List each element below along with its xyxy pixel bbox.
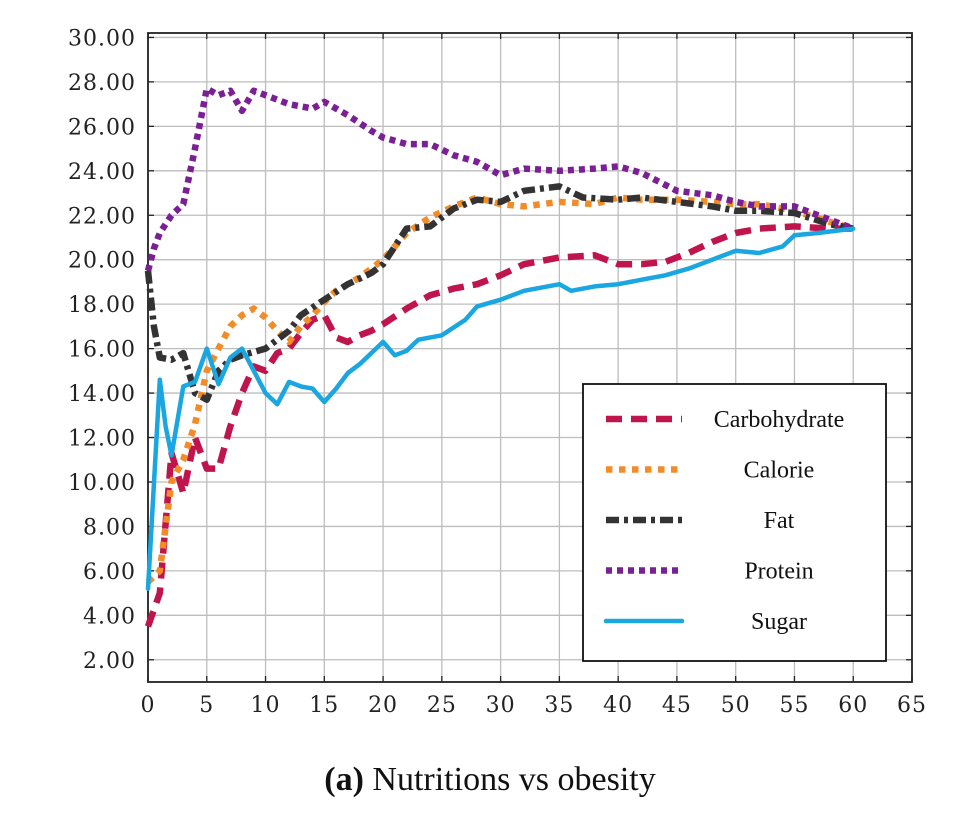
x-tick-label: 55 <box>779 693 809 718</box>
chart-caption: (a) Nutritions vs obesity <box>324 761 656 798</box>
series-group <box>144 85 856 628</box>
x-tick-label: 50 <box>721 693 751 718</box>
x-tick-label: 10 <box>251 693 281 718</box>
y-tick-label: 28.00 <box>68 71 136 96</box>
x-tick-label: 5 <box>199 693 214 718</box>
plot-frame <box>147 32 913 683</box>
axes: 0 5 10 15 20 25 30 35 40 45 50 55 60 65 2.00 4.00 6.00 8.… <box>68 26 927 718</box>
x-tick-label: 60 <box>838 693 868 718</box>
legend-label-fat: Fat <box>764 508 795 534</box>
x-tick-label: 25 <box>427 693 457 718</box>
y-tick-label: 20.00 <box>68 249 136 274</box>
y-tick-label: 10.00 <box>68 471 136 496</box>
series-line-protein <box>144 85 855 272</box>
x-tick-label: 40 <box>603 693 633 718</box>
y-tick-label: 26.00 <box>68 115 136 140</box>
y-tick-label: 22.00 <box>68 204 136 229</box>
y-tick-label: 30.00 <box>68 26 136 51</box>
y-tick-label: 12.00 <box>68 427 136 452</box>
x-tick-label: 35 <box>544 693 574 718</box>
x-tick-label: 15 <box>309 693 339 718</box>
y-tick-label: 4.00 <box>83 604 136 629</box>
series-line-sugar <box>145 226 856 591</box>
x-tick-label: 0 <box>141 693 156 718</box>
legend-label-carbohydrate: Carbohydrate <box>714 407 845 433</box>
legend-label-calorie: Calorie <box>744 458 815 484</box>
series-line-carbohydrate <box>144 223 854 628</box>
x-tick-label: 45 <box>662 693 692 718</box>
y-tick-label: 2.00 <box>83 649 136 674</box>
y-tick-label: 18.00 <box>68 293 136 318</box>
y-tick-label: 6.00 <box>83 560 136 585</box>
caption-label: (a) <box>324 761 364 798</box>
legend: Carbohydrate Calorie Fat Protein Sugar <box>582 383 887 662</box>
x-tick-label: 30 <box>486 693 516 718</box>
x-tick-label: 20 <box>368 693 398 718</box>
legend-label-protein: Protein <box>744 559 813 585</box>
y-tick-label: 16.00 <box>68 338 136 363</box>
y-tick-label: 14.00 <box>68 382 136 407</box>
y-tick-label: 24.00 <box>68 160 136 185</box>
caption-text: Nutritions vs obesity <box>364 761 656 798</box>
x-tick-label: 65 <box>897 693 927 718</box>
y-tick-label: 8.00 <box>83 515 136 540</box>
legend-label-sugar: Sugar <box>751 609 807 635</box>
